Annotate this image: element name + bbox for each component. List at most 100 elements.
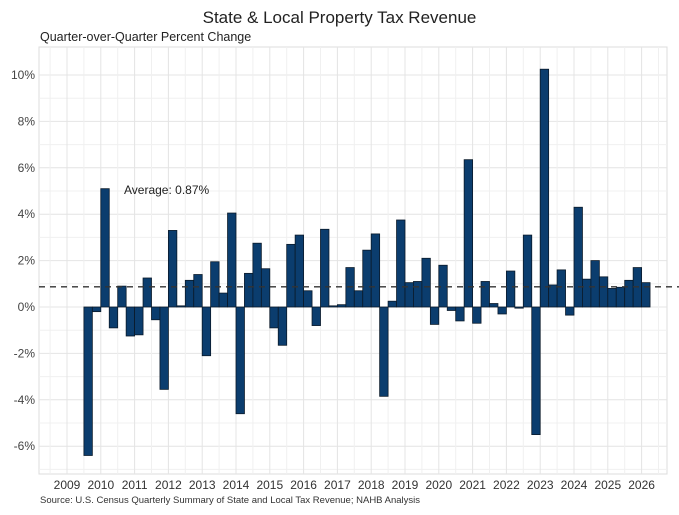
y-tick-label: 0% [18,300,36,314]
bar [294,234,304,308]
bar [387,300,397,308]
bar [277,306,288,346]
bar [303,290,313,308]
bar [134,306,144,336]
bar [396,219,406,308]
bar [235,306,245,415]
bar [556,269,566,308]
bar [505,270,516,308]
bar [429,306,440,325]
x-tick-label: 2026 [628,478,655,492]
x-tick-label: 2012 [155,478,182,492]
bar [472,306,482,324]
bar [159,306,169,390]
bar [413,281,423,308]
gridlines [39,47,667,474]
bar [607,288,617,308]
bar [615,286,626,308]
y-tick-label: -4% [14,393,36,407]
x-tick-label: 2011 [122,478,148,492]
bar [252,242,262,308]
bar [201,306,212,357]
bar [362,249,372,308]
bar [286,243,296,308]
x-tick-label: 2025 [594,478,621,492]
x-tick-label: 2018 [358,478,385,492]
bar [353,290,364,308]
bar [455,306,465,322]
bar [311,306,321,326]
bar [421,257,431,308]
bar [83,306,93,456]
source-note: Source: U.S. Census Quarterly Summary of… [40,495,420,506]
x-tick-label: 2013 [189,478,216,492]
x-tick-label: 2021 [459,478,486,492]
x-tick-label: 2010 [87,478,114,492]
bar [193,274,203,308]
bar [218,292,228,308]
bar [336,304,347,308]
y-tick-label: -2% [14,346,36,360]
average-label: Average: 0.87% [124,183,210,197]
bar [624,279,634,308]
bar [573,206,583,308]
x-tick-label: 2015 [256,478,283,492]
bar [108,306,119,329]
x-tick-label: 2023 [527,478,554,492]
bar [370,233,381,308]
bar [590,260,600,308]
x-tick-label: 2024 [561,478,588,492]
bar [514,306,524,309]
chart-title: State & Local Property Tax Revenue [202,8,477,27]
bar [142,277,152,308]
x-tick-label: 2009 [54,478,81,492]
bar [463,159,473,308]
bar [176,305,186,308]
y-tick-label: 8% [18,114,36,128]
bar [184,279,195,308]
bar [269,306,279,329]
bar [480,281,490,308]
bar [379,306,389,397]
bar [531,306,541,435]
bar [598,276,609,308]
bars [83,68,651,456]
x-tick-label: 2016 [290,478,317,492]
x-tick-label: 2022 [493,478,520,492]
bar [641,282,651,308]
bar [539,68,550,308]
bar [320,228,330,308]
x-axis: 2009 2010 2011 2012 2013 2014 2015 2016 2017 2018… [54,478,656,492]
bar [91,306,102,313]
bar [117,285,127,308]
x-tick-label: 2017 [324,478,351,492]
bar [260,268,271,308]
x-tick-label: 2014 [223,478,250,492]
bar [497,306,507,315]
y-tick-label: 10% [11,68,35,82]
y-tick-label: -6% [14,439,36,453]
bar [151,306,161,321]
y-tick-label: 4% [18,207,36,221]
x-tick-label: 2020 [425,478,452,492]
bar [582,278,592,308]
bar [125,306,136,337]
chart-subtitle: Quarter-over-Quarter Percent Change [40,30,252,44]
bar [548,284,558,308]
bar [167,230,178,308]
y-tick-label: 2% [18,254,36,268]
bar [489,303,499,308]
bar [210,261,220,308]
bar [227,212,237,308]
bar [328,305,338,308]
bar [565,306,575,316]
bar [438,264,448,308]
bar [446,306,457,311]
y-tick-label: 6% [18,161,36,175]
bar [522,234,533,308]
bar [100,188,110,308]
y-axis: -6% -4% -2% 0% 2% 4% 6% 8% 10% [11,68,35,453]
x-tick-label: 2019 [392,478,419,492]
bar [244,272,254,308]
